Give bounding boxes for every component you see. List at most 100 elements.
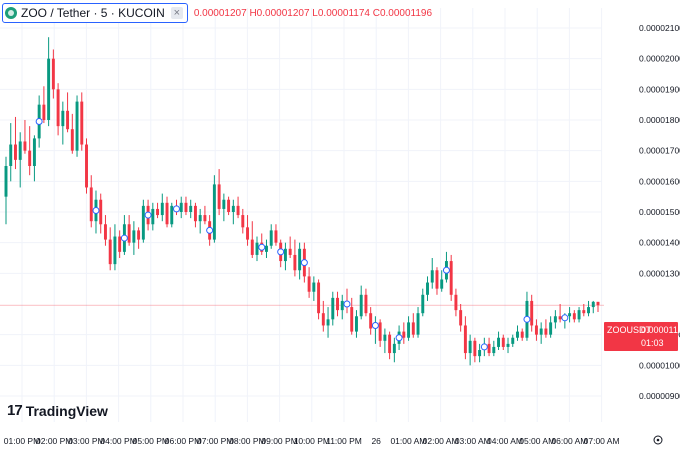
- price-tick-label: 0.00002000: [639, 54, 680, 64]
- time-tick-label: 09:00 PM: [261, 436, 297, 446]
- time-tick-label: 03:00 PM: [68, 436, 104, 446]
- price-label-value: 0.00001196: [641, 325, 680, 335]
- settings-icon[interactable]: [653, 435, 663, 445]
- high-key: H: [249, 7, 257, 19]
- logo-icon: 17: [7, 402, 23, 419]
- candle-body: [454, 294, 458, 311]
- close-value: 0.00001196: [379, 7, 433, 19]
- price-tick-label: 0.00001300: [639, 268, 680, 278]
- candle-body: [402, 331, 406, 338]
- event-marker[interactable]: [277, 248, 285, 256]
- event-marker[interactable]: [523, 315, 531, 323]
- time-tick-label: 03:00 AM: [455, 436, 491, 446]
- candle-body: [478, 350, 482, 357]
- candle-body: [189, 205, 193, 212]
- candle-body: [392, 343, 396, 354]
- event-marker[interactable]: [206, 226, 214, 234]
- event-marker[interactable]: [35, 118, 43, 126]
- candle-body: [516, 331, 519, 338]
- candle-body: [203, 215, 207, 222]
- candle-body: [56, 89, 60, 127]
- price-tick-label: 0.00001800: [639, 115, 680, 125]
- candle-body: [28, 150, 32, 166]
- candle-body: [283, 248, 287, 262]
- candle-body: [250, 239, 254, 255]
- event-marker[interactable]: [92, 206, 100, 214]
- event-marker[interactable]: [561, 314, 569, 322]
- event-marker[interactable]: [120, 234, 128, 242]
- candle-body: [198, 215, 202, 222]
- candle-body: [501, 337, 505, 347]
- event-marker[interactable]: [258, 243, 266, 251]
- candle-body: [137, 230, 141, 240]
- candle-body: [156, 208, 160, 216]
- tradingview-logo[interactable]: 17 TradingView: [7, 402, 108, 419]
- candle-body: [359, 294, 363, 317]
- close-icon[interactable]: ×: [170, 7, 183, 19]
- candle-body: [331, 297, 335, 320]
- candle-body: [18, 141, 22, 160]
- candle-body: [85, 144, 88, 188]
- candle-body: [449, 261, 453, 295]
- candle-body: [326, 319, 330, 326]
- candle-body: [132, 230, 136, 243]
- candle-body: [307, 276, 311, 292]
- candle-body: [32, 138, 36, 166]
- time-tick-label: 02:00 PM: [36, 436, 72, 446]
- candle-body: [193, 205, 197, 222]
- price-label-countdown: 01:03: [641, 338, 664, 348]
- candle-body: [568, 313, 572, 317]
- event-marker[interactable]: [300, 259, 308, 267]
- candle-body: [407, 322, 411, 338]
- time-tick-label: 08:00 PM: [229, 436, 265, 446]
- event-marker[interactable]: [371, 321, 379, 329]
- candle-body: [160, 202, 164, 216]
- candle-body: [544, 328, 548, 335]
- candle-body: [473, 340, 477, 357]
- candle-body: [534, 325, 538, 335]
- candle-body: [4, 166, 8, 197]
- event-marker[interactable]: [343, 300, 351, 308]
- candle-body: [255, 242, 259, 255]
- candle-body: [179, 202, 183, 212]
- candle-body: [520, 331, 524, 338]
- candle-body: [61, 110, 65, 127]
- candle-body: [506, 343, 510, 347]
- candle-body: [269, 230, 273, 246]
- candle-body: [231, 205, 235, 212]
- candle-body: [75, 101, 79, 151]
- candle-body: [530, 300, 534, 326]
- time-tick-label: 06:00 AM: [551, 436, 587, 446]
- time-tick-label: 07:00 PM: [197, 436, 233, 446]
- event-marker[interactable]: [172, 205, 180, 213]
- time-tick-label: 01:00 PM: [4, 436, 40, 446]
- candle-body: [246, 227, 250, 240]
- candle-body: [539, 328, 543, 335]
- candle-body: [364, 294, 368, 314]
- candle-body: [151, 208, 155, 225]
- candle-body: [23, 141, 27, 151]
- candle-body: [227, 199, 231, 212]
- price-tick-label: 0.00001000: [639, 360, 680, 370]
- candle-body: [596, 301, 600, 306]
- event-marker[interactable]: [144, 211, 152, 219]
- price-tick-label: 0.00001500: [639, 207, 680, 217]
- candle-body: [511, 337, 515, 344]
- candle-body: [487, 343, 491, 354]
- candle-body: [411, 322, 415, 335]
- event-marker[interactable]: [480, 343, 488, 351]
- coin-icon: [5, 7, 17, 19]
- candle-body: [141, 205, 145, 240]
- candle-body: [492, 346, 496, 354]
- price-tick-label: 0.00001700: [639, 146, 680, 156]
- time-tick-label: 04:00 PM: [100, 436, 136, 446]
- time-tick-label: 06:00 PM: [165, 436, 201, 446]
- candle-body: [113, 236, 117, 265]
- candle-body: [421, 294, 425, 314]
- symbol-selector[interactable]: ZOO / Tether · 5 · KUCOIN ×: [2, 3, 188, 23]
- time-tick-label: 01:00 AM: [390, 436, 426, 446]
- event-marker[interactable]: [395, 334, 403, 342]
- event-marker[interactable]: [442, 266, 450, 274]
